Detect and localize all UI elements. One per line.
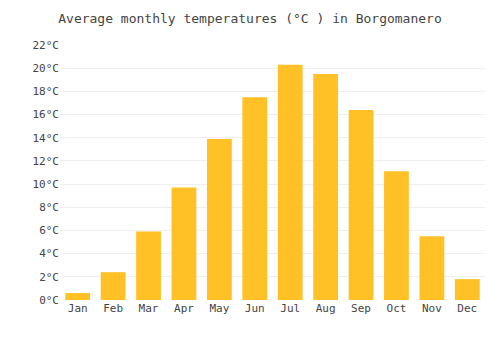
svg-text:14°C: 14°C — [33, 132, 60, 145]
svg-text:Apr: Apr — [174, 302, 194, 315]
svg-text:22°C: 22°C — [33, 39, 60, 52]
svg-text:Nov: Nov — [422, 302, 442, 315]
svg-text:20°C: 20°C — [33, 62, 60, 75]
svg-text:May: May — [209, 302, 229, 315]
svg-text:Aug: Aug — [316, 302, 336, 315]
svg-text:Mar: Mar — [139, 302, 159, 315]
svg-text:Oct: Oct — [387, 302, 407, 315]
svg-text:Dec: Dec — [457, 302, 477, 315]
svg-text:0°C: 0°C — [39, 294, 59, 307]
svg-text:12°C: 12°C — [33, 155, 60, 168]
svg-text:2°C: 2°C — [39, 271, 59, 284]
svg-text:6°C: 6°C — [39, 224, 59, 237]
svg-text:8°C: 8°C — [39, 201, 59, 214]
svg-text:Jan: Jan — [68, 302, 88, 315]
svg-text:16°C: 16°C — [33, 108, 60, 121]
svg-text:4°C: 4°C — [39, 247, 59, 260]
svg-text:18°C: 18°C — [33, 85, 60, 98]
svg-text:Average monthly temperatures (: Average monthly temperatures (°C ) in Bo… — [58, 11, 442, 26]
svg-text:Jun: Jun — [245, 302, 265, 315]
svg-text:10°C: 10°C — [33, 178, 60, 191]
svg-text:Jul: Jul — [280, 302, 300, 315]
svg-text:Feb: Feb — [103, 302, 123, 315]
svg-text:Sep: Sep — [351, 302, 371, 315]
